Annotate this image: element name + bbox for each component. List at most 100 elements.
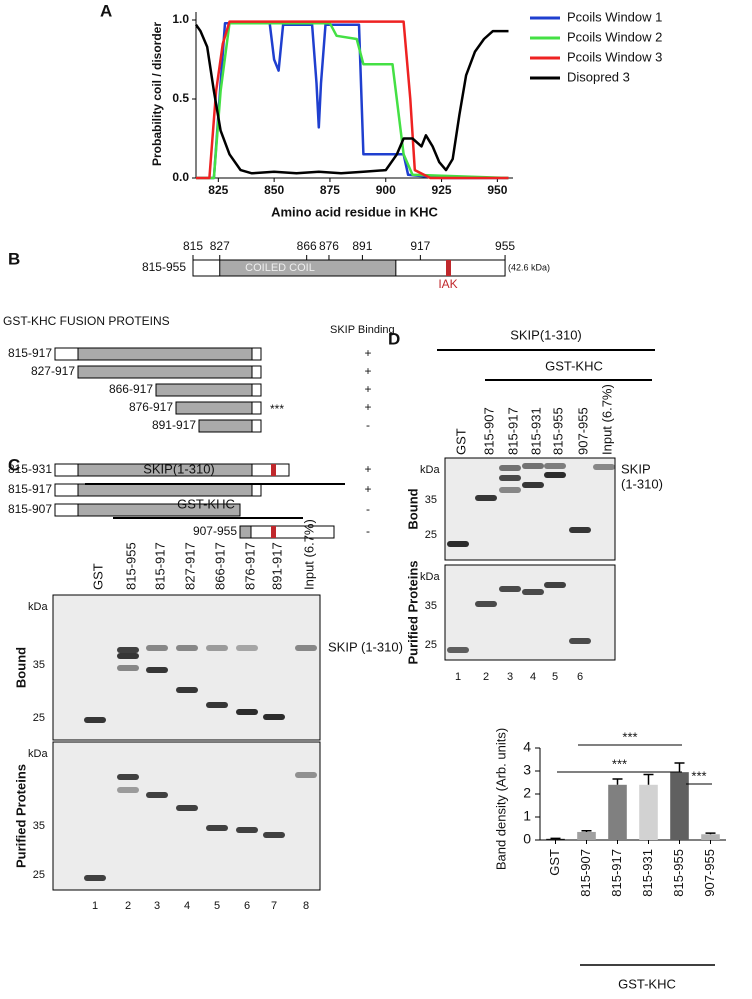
x-tick-label: 950 — [487, 183, 507, 197]
lane-number: 5 — [214, 900, 220, 912]
error-bar — [643, 773, 654, 785]
fusion-coil — [198, 419, 253, 433]
fusion-coil — [239, 525, 252, 539]
gel-band — [206, 702, 228, 708]
gel-band — [263, 714, 285, 720]
bar — [639, 784, 658, 840]
significance-label: *** — [691, 768, 706, 783]
gel-band — [522, 463, 544, 469]
gel-band — [499, 586, 521, 592]
panel-label: B — [8, 249, 20, 268]
gel-band — [499, 475, 521, 481]
gel-band — [522, 589, 544, 595]
gel-band — [447, 541, 469, 547]
marker-label: 35 — [33, 659, 45, 671]
gel-section: Bound — [405, 488, 420, 529]
binding-value: - — [366, 502, 370, 516]
fusion-coil — [77, 365, 253, 379]
binding-value: + — [364, 364, 371, 378]
marker-label: 35 — [425, 494, 437, 506]
x-tick-label: 815-907 — [578, 849, 593, 897]
group-label: GST-KHC — [618, 976, 676, 991]
gel-band — [117, 653, 139, 659]
lane-label: 866-917 — [212, 542, 227, 590]
gel-group: GST-KHC — [177, 496, 235, 511]
gel-band — [176, 805, 198, 811]
series-line — [194, 23, 509, 175]
lane-label: 815-917 — [152, 542, 167, 590]
y-axis-title: Band density (Arb. units) — [493, 728, 508, 870]
series-line — [196, 20, 509, 180]
panel-label: C — [8, 455, 20, 474]
y-tick-label: 4 — [523, 739, 531, 755]
band-label: (1-310) — [621, 476, 663, 491]
y-axis-title: Probability coil / disorder — [150, 22, 164, 166]
gel-band — [146, 667, 168, 673]
fusion-coil — [77, 503, 241, 517]
gel-band — [475, 495, 497, 501]
lane-number: 8 — [303, 900, 309, 912]
x-tick-label: 850 — [264, 183, 284, 197]
map-tick-label: 876 — [319, 239, 339, 253]
fusion-coil — [77, 463, 253, 477]
gel-band — [263, 832, 285, 838]
fusion-name: 866-917 — [109, 382, 153, 396]
fusion-name: 876-917 — [129, 400, 173, 414]
y-tick-label: 1 — [523, 808, 531, 824]
gel-image — [444, 564, 616, 661]
legend-label: Pcoils Window 3 — [567, 49, 662, 64]
gel-band — [84, 717, 106, 723]
lane-label: Input (6.7%) — [301, 519, 316, 590]
fusion-name: 815-931 — [8, 462, 52, 476]
lane-number: 1 — [92, 900, 98, 912]
lane-number: 1 — [455, 671, 461, 683]
gel-band — [544, 472, 566, 478]
x-tick-label: 900 — [376, 183, 396, 197]
lane-label: 815-955 — [550, 407, 565, 455]
y-tick-label: 0 — [523, 831, 531, 847]
gel-band — [176, 645, 198, 651]
gel-image — [52, 741, 321, 891]
band-label: SKIP (1-310) — [328, 639, 403, 654]
protein-name: 815-955 — [142, 260, 186, 274]
gel-band — [206, 645, 228, 651]
binding-value: - — [366, 524, 370, 538]
bar — [577, 831, 596, 840]
lane-number: 4 — [530, 671, 536, 683]
lane-number: 7 — [271, 900, 277, 912]
bar — [546, 838, 565, 840]
x-axis-title: Amino acid residue in KHC — [271, 204, 438, 219]
gel-unit: kDa — [420, 464, 440, 476]
bar — [608, 784, 627, 840]
gel-band — [522, 482, 544, 488]
fusion-coil — [77, 483, 253, 497]
binding-value: + — [364, 346, 371, 360]
lane-label: 815-955 — [123, 542, 138, 590]
gel-image — [444, 457, 616, 561]
lane-label: 815-931 — [528, 407, 543, 455]
y-tick-label: 0.0 — [172, 170, 189, 184]
coiled-coil-label: COILED COIL — [245, 262, 315, 274]
gel-band — [146, 792, 168, 798]
lane-label: 876-917 — [242, 542, 257, 590]
gel-band — [206, 825, 228, 831]
x-tick-label: GST — [547, 849, 562, 876]
map-tick-label: 815 — [183, 239, 203, 253]
fusion-coil — [175, 401, 253, 415]
gel-group: GST-KHC — [545, 358, 603, 373]
fusion-coil — [77, 347, 253, 361]
marker-label: 35 — [425, 600, 437, 612]
map-tick-label: 917 — [410, 239, 430, 253]
marker-label: 25 — [425, 529, 437, 541]
legend-label: Pcoils Window 2 — [567, 29, 662, 44]
binding-value: + — [364, 400, 371, 414]
fusion-name: 815-917 — [8, 482, 52, 496]
x-tick-label: 825 — [208, 183, 228, 197]
gel-band — [475, 601, 497, 607]
section-title: GST-KHC FUSION PROTEINS — [3, 314, 170, 328]
lane-label: Input (6.7%) — [599, 384, 614, 455]
gel-unit: kDa — [28, 601, 48, 613]
map-tick-label: 955 — [495, 239, 515, 253]
